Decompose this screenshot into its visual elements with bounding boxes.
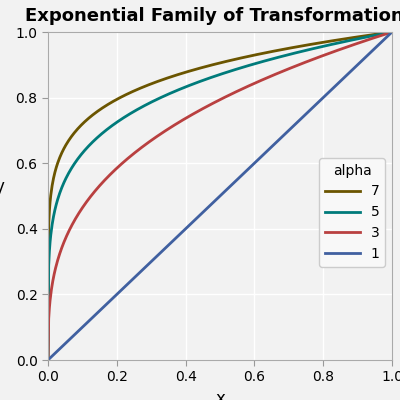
- Title: Exponential Family of Transformations: Exponential Family of Transformations: [25, 7, 400, 25]
- 3: [46, 358, 50, 362]
- 7: [232, 57, 236, 62]
- 1: [211, 200, 216, 205]
- Line: 5: 5: [48, 32, 392, 360]
- 1: [46, 358, 50, 362]
- 5: [381, 31, 386, 36]
- 5: [209, 75, 214, 80]
- 5: [211, 74, 216, 79]
- 7: [381, 31, 386, 36]
- Line: 7: 7: [48, 32, 392, 360]
- Y-axis label: y: y: [0, 178, 4, 196]
- 5: [46, 358, 50, 362]
- 3: [381, 32, 386, 37]
- 3: [250, 82, 255, 86]
- 3: [211, 101, 216, 106]
- 1: [209, 202, 214, 207]
- 5: [390, 30, 394, 34]
- 3: [328, 51, 332, 56]
- 7: [209, 63, 214, 68]
- 7: [250, 53, 255, 58]
- Legend: 7, 5, 3, 1: 7, 5, 3, 1: [319, 158, 385, 267]
- Line: 3: 3: [48, 32, 392, 360]
- 7: [328, 39, 332, 44]
- 1: [328, 89, 332, 94]
- 3: [209, 102, 214, 106]
- 7: [46, 358, 50, 362]
- 3: [232, 90, 236, 95]
- 5: [232, 68, 236, 72]
- X-axis label: x: x: [215, 390, 225, 400]
- Line: 1: 1: [48, 32, 392, 360]
- 1: [232, 180, 236, 185]
- 7: [211, 62, 216, 67]
- 3: [390, 30, 394, 34]
- 5: [250, 62, 255, 67]
- 7: [390, 30, 394, 34]
- 1: [390, 30, 394, 34]
- 5: [328, 42, 332, 47]
- 1: [381, 38, 386, 42]
- 1: [250, 162, 255, 167]
